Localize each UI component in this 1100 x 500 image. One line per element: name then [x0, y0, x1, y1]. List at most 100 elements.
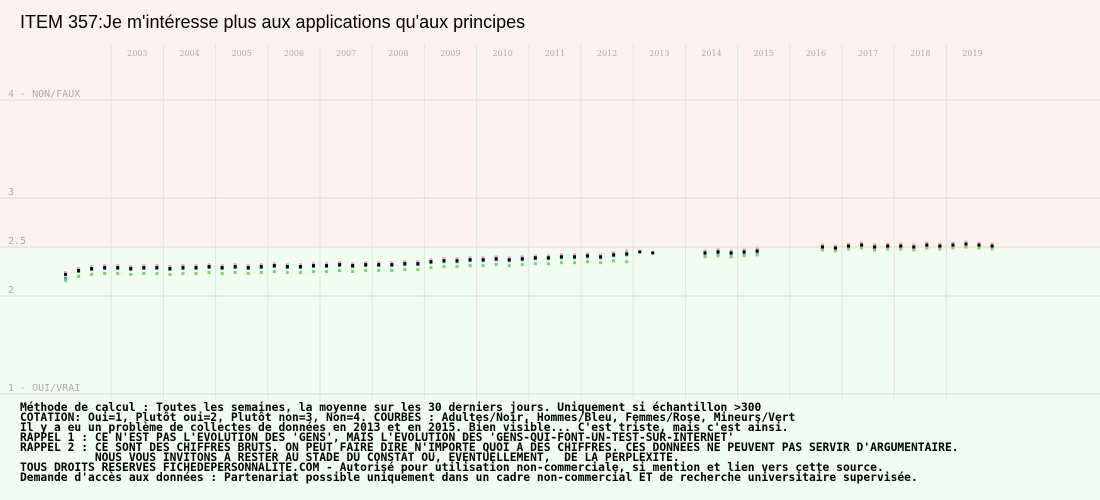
- data-point: [873, 248, 877, 252]
- data-point: [246, 266, 250, 270]
- data-point: [494, 255, 498, 259]
- data-point: [951, 246, 955, 250]
- data-point: [507, 256, 511, 260]
- data-point: [755, 253, 759, 257]
- data-point: [129, 265, 133, 269]
- note-line: NOUS VOUS INVITONS A RESTER AU STADE DU …: [20, 451, 680, 464]
- data-point: [481, 258, 485, 262]
- x-tick-label: 2011: [545, 49, 565, 58]
- data-point: [494, 257, 498, 261]
- data-point: [220, 264, 224, 268]
- data-point: [233, 265, 237, 269]
- data-point: [116, 266, 120, 270]
- data-point: [612, 253, 616, 257]
- data-point: [338, 269, 342, 273]
- data-point: [129, 267, 133, 271]
- data-point: [246, 264, 250, 268]
- data-point: [311, 264, 315, 268]
- x-tick-label: 2015: [754, 49, 774, 58]
- data-point: [207, 265, 211, 269]
- data-point: [977, 241, 981, 245]
- data-point: [155, 266, 159, 270]
- data-point: [403, 260, 407, 264]
- data-point: [925, 241, 929, 245]
- data-point: [311, 270, 315, 273]
- data-point: [703, 251, 707, 255]
- data-point: [429, 266, 433, 270]
- data-point: [90, 267, 94, 271]
- data-point: [298, 265, 302, 269]
- data-point: [246, 271, 250, 275]
- data-point: [64, 276, 68, 280]
- data-point: [716, 248, 720, 252]
- note-line: Méthode de calcul : Toutes les semaines,…: [20, 401, 762, 414]
- data-point: [285, 263, 289, 267]
- data-point: [259, 263, 263, 267]
- data-point: [181, 271, 185, 275]
- x-tick-label: 2018: [910, 49, 930, 58]
- data-point: [533, 254, 537, 258]
- y-tick-label: 4 - NON/FAUX: [8, 89, 80, 100]
- data-point: [833, 246, 837, 250]
- note-line: RAPPEL 1 : CE N'EST PAS L'EVOLUTION DES …: [20, 431, 734, 444]
- data-point: [325, 262, 329, 266]
- data-point: [90, 272, 94, 276]
- data-point: [233, 270, 237, 274]
- data-point: [338, 263, 342, 267]
- data-point: [559, 261, 563, 265]
- data-point: [533, 256, 537, 260]
- data-point: [625, 260, 629, 264]
- data-point: [481, 256, 485, 260]
- note-line: COTATION: Oui=1, Plutôt oui=2, Plutôt no…: [20, 411, 795, 424]
- data-point: [390, 269, 394, 273]
- note-line: Demande d'accès aux données : Partenaria…: [20, 471, 918, 484]
- data-point: [716, 250, 720, 254]
- data-point: [77, 269, 81, 273]
- data-point: [964, 245, 968, 249]
- data-point: [990, 242, 994, 246]
- data-point: [847, 247, 851, 251]
- data-point: [520, 263, 524, 267]
- data-point: [599, 253, 603, 257]
- data-point: [507, 264, 511, 268]
- data-point: [716, 254, 720, 258]
- data-point: [259, 265, 263, 269]
- data-point: [703, 249, 707, 253]
- data-point: [64, 272, 68, 276]
- data-point: [873, 243, 877, 247]
- data-point: [520, 257, 524, 261]
- data-point: [951, 243, 955, 247]
- data-point: [377, 269, 381, 273]
- data-point: [481, 264, 485, 268]
- data-point: [873, 245, 877, 249]
- data-point: [833, 249, 837, 253]
- data-point: [403, 262, 407, 266]
- data-point: [181, 266, 185, 270]
- data-point: [298, 270, 302, 274]
- data-point: [572, 255, 576, 259]
- data-point: [533, 262, 537, 266]
- data-point: [168, 272, 172, 276]
- data-point: [429, 260, 433, 264]
- x-tick-label: 2003: [127, 49, 147, 58]
- data-point: [351, 262, 355, 266]
- data-point: [742, 248, 746, 252]
- data-point: [990, 247, 994, 251]
- data-point: [272, 270, 276, 273]
- data-point: [207, 263, 211, 267]
- data-point: [820, 243, 824, 247]
- data-point: [912, 245, 916, 249]
- data-point: [546, 262, 550, 266]
- data-point: [364, 263, 368, 267]
- data-point: [886, 244, 890, 248]
- data-point: [364, 261, 368, 265]
- data-point: [599, 261, 603, 265]
- data-point: [729, 249, 733, 253]
- x-tick-label: 2013: [649, 49, 669, 58]
- data-point: [77, 267, 81, 271]
- data-point: [755, 249, 759, 253]
- data-point: [964, 242, 968, 246]
- data-point: [220, 271, 224, 275]
- x-tick-label: 2016: [806, 49, 826, 58]
- data-point: [285, 265, 289, 269]
